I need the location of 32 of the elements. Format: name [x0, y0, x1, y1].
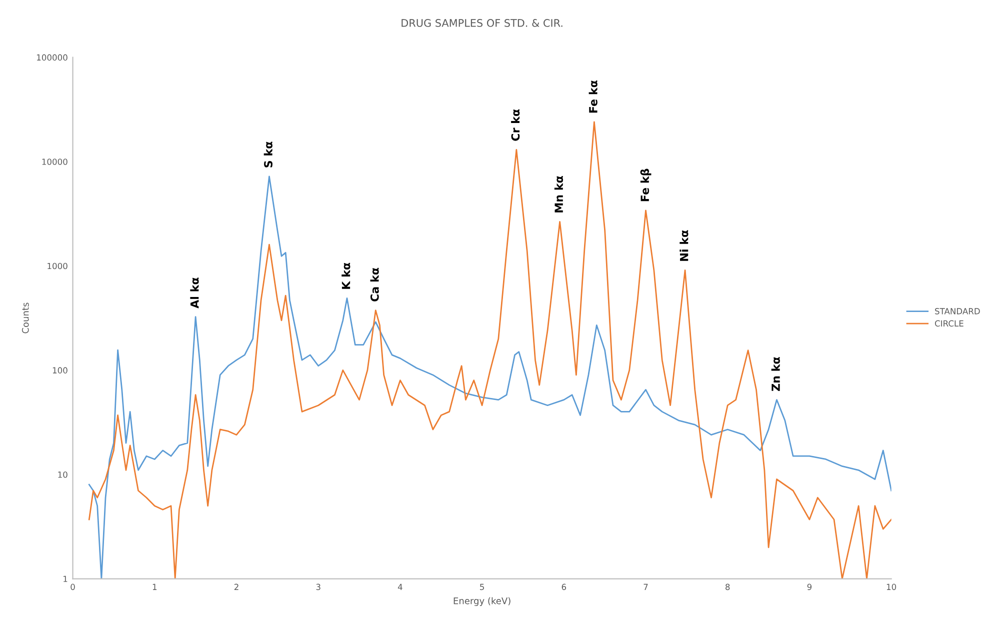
annotation: Fe kβ [640, 168, 652, 202]
x-tick-label: 1 [152, 584, 157, 590]
annotation: K kα [342, 262, 350, 289]
y-tick-label: 100000 [37, 54, 68, 61]
legend-label: CIRCLE [934, 320, 964, 327]
annotation: Zn kα [771, 357, 780, 391]
annotation: Cr kα [511, 109, 520, 141]
x-tick-label: 4 [398, 584, 402, 590]
x-tick-label: 7 [644, 584, 648, 590]
x-tick-label: 6 [562, 584, 566, 590]
x-tick-label: 10 [886, 584, 896, 590]
y-tick-label: 1 [64, 576, 68, 582]
x-tick-label: 9 [807, 584, 812, 590]
annotation: Mn kα [554, 176, 564, 212]
y-axis-title: Counts [22, 302, 29, 334]
y-tick-label: 100 [52, 367, 68, 374]
x-tick-label: 3 [316, 584, 320, 590]
annotation: Ni kα [680, 230, 688, 261]
chart-title: DRUG SAMPLES OF STD. & CIR. [402, 19, 562, 27]
annotation: Al kα [190, 278, 199, 308]
y-tick-label: 10 [58, 471, 68, 478]
x-axis-title: Energy (keV) [454, 597, 510, 606]
x-tick-label: 5 [480, 584, 484, 590]
x-tick-label: 2 [234, 584, 238, 590]
annotation: Ca kα [370, 268, 379, 302]
annotation: Fe kα [588, 80, 598, 113]
y-tick-label: 10000 [42, 158, 68, 165]
x-tick-label: 8 [726, 584, 730, 590]
x-tick-label: 0 [70, 584, 75, 590]
y-tick-label: 1000 [48, 262, 68, 270]
annotation: S kα [264, 142, 272, 168]
legend-label: STANDARD [935, 308, 980, 314]
